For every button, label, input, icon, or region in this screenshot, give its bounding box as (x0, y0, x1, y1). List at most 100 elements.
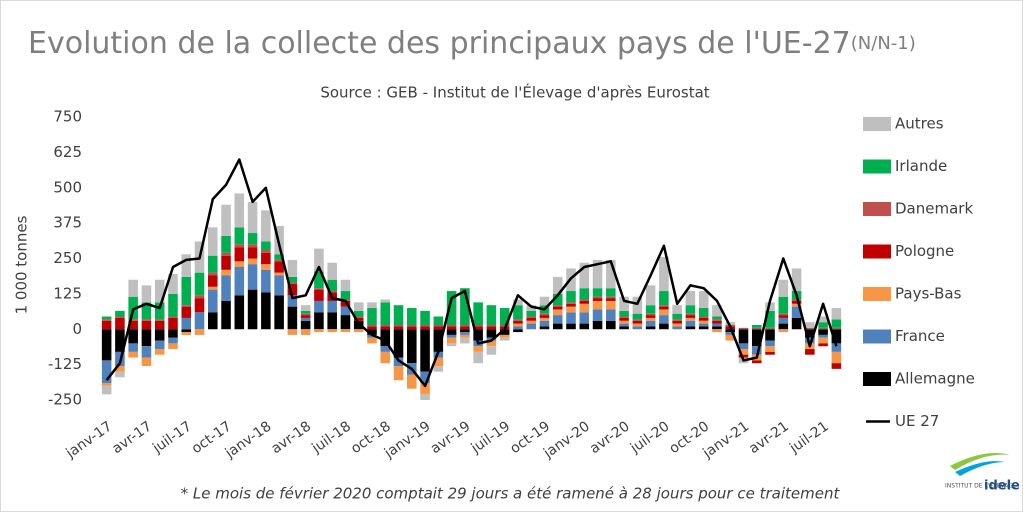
bar-segment (446, 343, 457, 347)
bar-segment (738, 327, 749, 330)
bar-segment (208, 286, 218, 290)
bar-segment (765, 351, 775, 355)
chart-title: Evolution de la collecte des principaux … (28, 26, 916, 61)
bar-segment (115, 329, 125, 352)
bar-segment (380, 302, 391, 326)
bar-segment (513, 326, 523, 330)
footnote: * Le mois de février 2020 comptait 29 jo… (181, 485, 841, 503)
bar-segment (115, 366, 125, 372)
bar-segment (712, 305, 722, 317)
bar-segment (725, 322, 735, 326)
bar-segment (685, 305, 696, 314)
bar-segment (300, 313, 311, 316)
legend-label: France (895, 327, 945, 345)
bar-segment (645, 326, 656, 330)
bar-segment (526, 317, 536, 321)
bar-segment (393, 325, 404, 327)
bar-segment (552, 305, 563, 307)
bar-segment (287, 282, 298, 284)
bar-segment (234, 227, 245, 245)
bar-segment (460, 325, 470, 327)
bar-segment (738, 354, 749, 358)
bar-segment (499, 337, 510, 341)
bar-segment (433, 357, 444, 367)
bar-segment (194, 295, 205, 299)
bar-segment (208, 255, 218, 273)
bar-segment (672, 323, 682, 327)
bar-segment (778, 313, 789, 316)
bar-segment (791, 300, 802, 304)
bar-segment (659, 257, 669, 292)
bar-segment (420, 394, 430, 400)
y-tick-label: 625 (53, 143, 82, 161)
bar-segment (592, 300, 603, 310)
bar-segment (274, 261, 284, 273)
bar-segment (168, 316, 178, 318)
bar-segment (566, 291, 576, 303)
bar-segment (473, 326, 483, 330)
bar-segment (154, 319, 165, 321)
bar-segment (566, 303, 576, 307)
bar-segment (685, 317, 696, 321)
bar-segment (632, 296, 643, 314)
legend-label: Allemagne (895, 370, 975, 388)
bar-segment (168, 293, 178, 317)
legend-label: Autres (895, 115, 944, 133)
bar-segment (645, 317, 656, 321)
bar-segment (552, 323, 563, 330)
bar-segment (751, 325, 762, 328)
bar-segment (300, 305, 311, 311)
bar-segment (367, 302, 377, 309)
bar-segment (168, 274, 178, 294)
legend-label: Danemark (895, 200, 973, 218)
bar-segment (791, 306, 802, 318)
bar-segment (367, 326, 377, 330)
bar-segment (300, 329, 311, 335)
bar-segment (234, 247, 245, 262)
bar-segment (698, 326, 709, 330)
bar-segment (672, 305, 682, 314)
bar-segment (765, 346, 775, 352)
bar-segment (606, 309, 616, 321)
y-axis-label: 1 000 tonnes (13, 215, 31, 314)
bar-segment (446, 329, 457, 335)
chart-subtitle: Source : GEB - Institut de l'Élevage d'a… (320, 83, 709, 102)
bar-segment (579, 299, 590, 301)
bar-segment (446, 325, 457, 327)
bar-segment (128, 329, 138, 344)
bar-segment (380, 329, 391, 347)
bar-segment (526, 323, 536, 330)
bar-segment (208, 312, 218, 330)
bar-segment (698, 317, 709, 321)
bar-segment (300, 310, 311, 314)
bar-segment (300, 315, 311, 318)
line (105, 158, 838, 388)
bar-segment (380, 326, 391, 330)
legend-label: UE 27 (895, 412, 939, 430)
bar-segment (513, 319, 523, 321)
bar-segment (287, 283, 298, 296)
title-main: Evolution de la collecte des principaux … (28, 26, 851, 61)
bar-segment (579, 262, 590, 289)
y-tick-label: 125 (53, 284, 82, 302)
bar-segment (168, 337, 178, 344)
bar-segment (101, 319, 112, 321)
bar-segment (433, 325, 444, 327)
bar-segment (407, 329, 417, 364)
bar-segment (778, 329, 789, 333)
bar-segment (115, 310, 125, 317)
bar-segment (247, 247, 258, 259)
bar-segment (579, 300, 590, 304)
title-suffix: (N/N-1) (851, 33, 916, 54)
bar-segment (592, 320, 603, 330)
bar-segment (221, 275, 231, 301)
bar-segment (247, 258, 258, 265)
bar-segment (287, 295, 298, 307)
bar-segment (141, 285, 152, 303)
bar-segment (778, 323, 789, 330)
bar-segment (486, 340, 497, 347)
bar-segment (367, 308, 377, 326)
bar-segment (805, 322, 815, 328)
bar-segment (619, 320, 629, 324)
